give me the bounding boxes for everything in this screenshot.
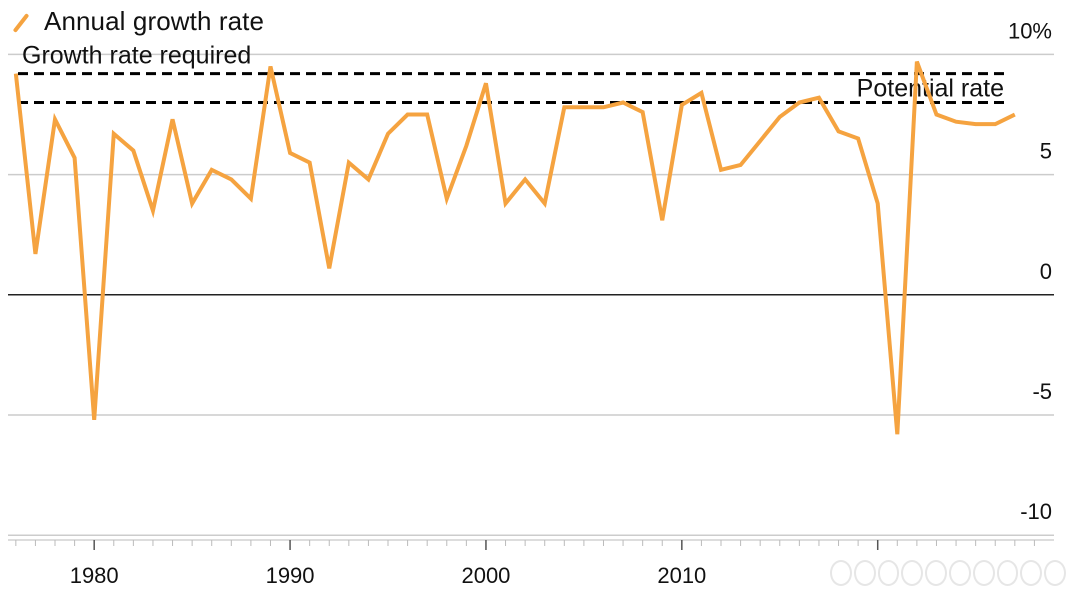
x-tick-label: 2010: [657, 563, 706, 588]
y-tick-label: -10: [1020, 499, 1052, 524]
data-point: [621, 101, 625, 105]
data-point: [915, 60, 919, 64]
data-point: [308, 161, 312, 165]
x-tick-label: 2000: [461, 563, 510, 588]
data-point: [425, 113, 429, 117]
data-point: [249, 197, 253, 201]
data-point: [406, 113, 410, 117]
legend-line-icon: [8, 9, 34, 35]
data-point: [464, 144, 468, 148]
data-point: [974, 122, 978, 126]
data-point: [954, 120, 958, 124]
data-point: [484, 81, 488, 85]
series-line-0: [13, 60, 1016, 435]
data-point: [229, 177, 233, 181]
data-point: [660, 218, 664, 222]
data-point: [719, 168, 723, 172]
y-tick-label: 10%: [1008, 18, 1052, 43]
data-point: [190, 201, 194, 205]
data-point: [1013, 113, 1017, 117]
data-point: [837, 129, 841, 133]
data-point: [562, 105, 566, 109]
x-tick-label: 1990: [266, 563, 315, 588]
y-tick-label: 0: [1040, 259, 1052, 284]
data-point: [601, 105, 605, 109]
data-point: [171, 117, 175, 121]
data-point: [14, 72, 18, 76]
data-point: [641, 110, 645, 114]
watermark-dots: [830, 560, 1066, 590]
data-point: [268, 64, 272, 68]
data-point: [53, 117, 57, 121]
data-point: [386, 132, 390, 136]
legend: Annual growth rate: [8, 6, 264, 37]
data-point: [699, 91, 703, 95]
data-point: [73, 156, 77, 160]
data-point: [856, 137, 860, 141]
data-point: [817, 96, 821, 100]
legend-label: Annual growth rate: [44, 6, 265, 36]
data-point: [582, 105, 586, 109]
data-point: [327, 266, 331, 270]
data-point: [347, 161, 351, 165]
x-tick-label: 1980: [70, 563, 119, 588]
data-point: [92, 418, 96, 422]
reference-line-label: Growth rate required: [22, 42, 251, 70]
y-tick-label: -5: [1032, 379, 1052, 404]
data-point: [993, 122, 997, 126]
data-point: [33, 252, 37, 256]
data-point: [895, 432, 899, 436]
data-point: [445, 197, 449, 201]
data-point: [504, 201, 508, 205]
data-point: [778, 115, 782, 119]
data-point: [151, 209, 155, 213]
data-point: [523, 177, 527, 181]
data-point: [739, 163, 743, 167]
y-tick-label: 5: [1040, 139, 1052, 164]
data-point: [543, 201, 547, 205]
data-point: [680, 103, 684, 107]
data-point: [797, 101, 801, 105]
data-point: [131, 149, 135, 153]
data-point: [758, 139, 762, 143]
data-point: [112, 132, 116, 136]
data-point: [876, 201, 880, 205]
data-point: [288, 151, 292, 155]
data-point: [366, 177, 370, 181]
data-point: [934, 113, 938, 117]
data-point: [210, 168, 214, 172]
